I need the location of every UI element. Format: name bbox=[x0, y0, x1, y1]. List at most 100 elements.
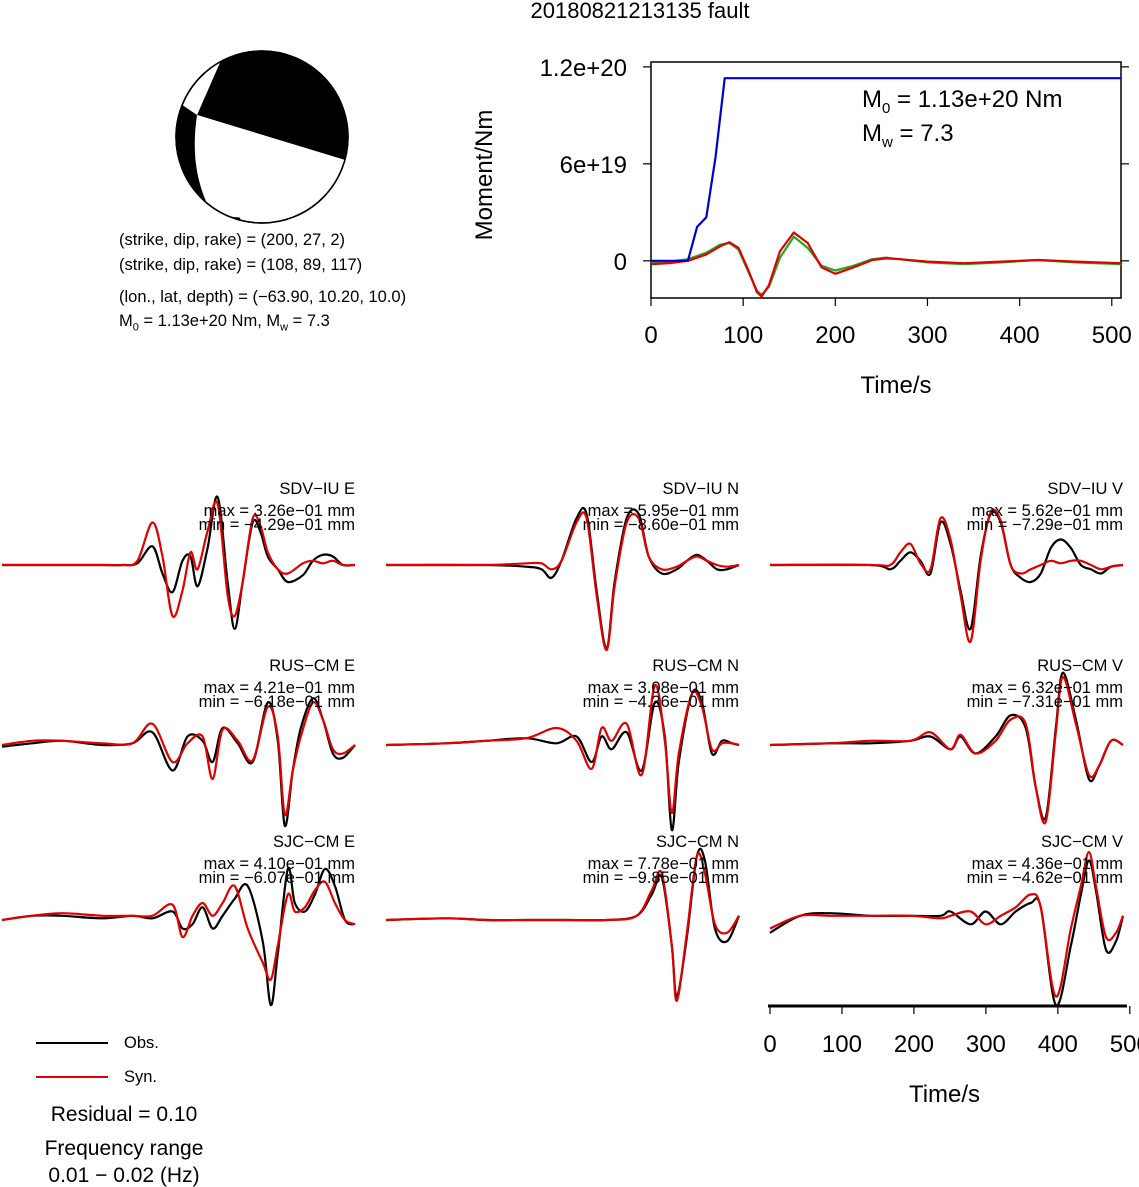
m0-subscript: 0 bbox=[132, 321, 139, 334]
waveform-obs bbox=[385, 688, 740, 832]
focal-info-line2: (strike, dip, rake) = (108, 89, 117) bbox=[119, 256, 363, 274]
waveform-syn bbox=[385, 852, 740, 1002]
waveform-max-label: max = 4.10e−01 mm bbox=[204, 855, 355, 873]
focal-info-line3: (lon., lat, depth) = (−63.90, 10.20, 10.… bbox=[119, 288, 407, 306]
waveform-station-label: SJC−CM V bbox=[1041, 833, 1123, 851]
frequency-range-value: 0.01 − 0.02 (Hz) bbox=[48, 1164, 200, 1187]
chart-title: 20180821213135 fault bbox=[530, 0, 750, 23]
waveform-obs bbox=[1, 866, 356, 1007]
waveform-min-label: min = −4.29e−01 mm bbox=[199, 516, 355, 534]
waveform-station-label: SDV−IU E bbox=[279, 480, 355, 498]
waveform-obs bbox=[1, 697, 356, 827]
waveform-min-label: min = −7.29e−01 mm bbox=[967, 516, 1123, 534]
moment-series-rate-b bbox=[650, 231, 1122, 298]
m0-symbol: M bbox=[119, 312, 133, 330]
waveform-min-label: min = −4.26e−01 mm bbox=[583, 693, 739, 711]
waveform-x-axis-label: Time/s bbox=[909, 1081, 980, 1108]
moment-box-mw-sub: w bbox=[882, 133, 893, 151]
waveform-obs bbox=[385, 506, 740, 650]
waveform-min-label: min = −9.85e−01 mm bbox=[583, 869, 739, 887]
waveform-syn bbox=[769, 675, 1124, 825]
waveform-syn bbox=[1, 500, 356, 619]
focal-info-line4: M0 = 1.13e+20 Nm, Mw = 7.3 bbox=[119, 313, 330, 333]
mw-subscript: w bbox=[280, 321, 289, 334]
waveform-max-label: max = 4.36e−01 mm bbox=[972, 855, 1123, 873]
waveform-max-label: max = 3.08e−01 mm bbox=[588, 679, 739, 697]
moment-box-m0-value: = 1.13e+20 Nm bbox=[890, 86, 1063, 113]
waveform-station-label: SJC−CM E bbox=[273, 833, 355, 851]
moment-x-axis-label: Time/s bbox=[860, 372, 931, 399]
waveform-syn bbox=[1, 701, 356, 817]
moment-x-tick-label: 500 bbox=[1092, 322, 1132, 349]
moment-x-tick-label: 200 bbox=[815, 322, 855, 349]
residual-label: Residual = 0.10 bbox=[50, 1103, 198, 1126]
waveform-obs bbox=[1, 495, 356, 630]
waveform-min-label: min = −4.62e−01 mm bbox=[967, 869, 1123, 887]
waveform-station-label: RUS−CM E bbox=[269, 657, 355, 675]
waveform-x-tick-label: 400 bbox=[1038, 1031, 1078, 1058]
waveform-x-tick-label: 500 bbox=[1110, 1031, 1139, 1058]
legend-obs-label: Obs. bbox=[124, 1034, 159, 1052]
moment-y-axis-label: Moment/Nm bbox=[471, 110, 498, 241]
waveform-station-label: SDV−IU V bbox=[1047, 480, 1123, 498]
waveform-min-label: min = −7.31e−01 mm bbox=[967, 693, 1123, 711]
moment-x-tick-label: 400 bbox=[1000, 322, 1040, 349]
moment-series-rate-a bbox=[650, 235, 1122, 296]
waveform-syn bbox=[1, 880, 356, 982]
waveform-min-label: min = −8.60e−01 mm bbox=[583, 516, 739, 534]
waveform-station-label: SJC−CM N bbox=[656, 833, 739, 851]
moment-box-m0-sub: 0 bbox=[882, 99, 891, 117]
moment-box-m0: M0 = 1.13e+20 Nm bbox=[862, 88, 1062, 116]
legend-syn-label: Syn. bbox=[124, 1068, 158, 1086]
waveform-x-tick-label: 0 bbox=[763, 1031, 776, 1058]
moment-y-tick-label: 6e+19 bbox=[560, 152, 627, 179]
waveform-min-label: min = −6.18e−01 mm bbox=[199, 693, 355, 711]
waveform-x-tick-label: 100 bbox=[822, 1031, 862, 1058]
moment-y-tick-label: 1.2e+20 bbox=[540, 55, 627, 82]
waveform-x-tick-label: 200 bbox=[894, 1031, 934, 1058]
moment-x-tick-label: 300 bbox=[907, 322, 947, 349]
waveform-max-label: max = 5.62e−01 mm bbox=[972, 502, 1123, 520]
waveform-max-label: max = 3.26e−01 mm bbox=[204, 502, 355, 520]
waveform-max-label: max = 5.95e−01 mm bbox=[588, 502, 739, 520]
waveform-syn bbox=[385, 511, 740, 652]
waveform-obs bbox=[769, 671, 1124, 821]
focal-info-line1: (strike, dip, rake) = (200, 27, 2) bbox=[119, 231, 346, 249]
waveform-x-tick-label: 300 bbox=[966, 1031, 1006, 1058]
waveform-station-label: SDV−IU N bbox=[662, 480, 739, 498]
frequency-range-label: Frequency range bbox=[44, 1137, 204, 1160]
waveform-station-label: RUS−CM N bbox=[652, 657, 739, 675]
moment-box-mw-value: = 7.3 bbox=[892, 120, 954, 147]
moment-box-mw-symbol: M bbox=[862, 120, 882, 147]
waveform-obs bbox=[385, 847, 741, 998]
waveform-max-label: max = 7.78e−01 mm bbox=[588, 855, 739, 873]
moment-x-tick-label: 100 bbox=[723, 322, 763, 349]
waveform-syn bbox=[769, 850, 1125, 998]
moment-box-m0-symbol: M bbox=[862, 86, 882, 113]
m0-value-text: = 1.13e+20 Nm, M bbox=[138, 312, 281, 330]
moment-box-mw: Mw = 7.3 bbox=[862, 122, 954, 150]
waveform-max-label: max = 4.21e−01 mm bbox=[204, 679, 355, 697]
waveform-min-label: min = −6.07e−01 mm bbox=[199, 869, 355, 887]
waveform-station-label: RUS−CM V bbox=[1037, 657, 1123, 675]
waveform-max-label: max = 6.32e−01 mm bbox=[972, 679, 1123, 697]
waveform-obs bbox=[769, 510, 1124, 631]
moment-y-tick-label: 0 bbox=[614, 249, 627, 276]
mw-value-text: = 7.3 bbox=[288, 312, 330, 330]
waveform-syn bbox=[769, 508, 1124, 643]
waveform-obs bbox=[769, 859, 1125, 1007]
waveform-syn bbox=[385, 684, 740, 815]
moment-x-tick-label: 0 bbox=[644, 322, 657, 349]
